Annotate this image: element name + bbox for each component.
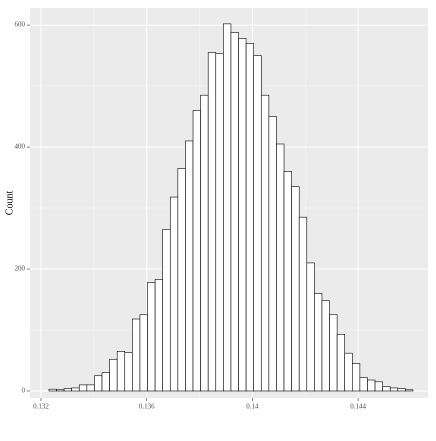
bar [367, 379, 376, 392]
bar [147, 282, 156, 392]
bar [306, 262, 315, 392]
bar [314, 293, 323, 392]
bar [238, 38, 247, 392]
bar [48, 388, 57, 392]
y-tick-label: 600 [15, 21, 26, 29]
bar [359, 377, 368, 392]
bar [253, 55, 262, 392]
bar [169, 196, 179, 392]
bar [162, 229, 171, 392]
bar [94, 375, 103, 392]
bar [230, 32, 239, 392]
bar [63, 388, 72, 392]
bar [374, 381, 383, 392]
bar [397, 388, 406, 392]
bar [382, 386, 391, 392]
y-tick-label: 400 [15, 143, 26, 151]
bar [268, 116, 277, 392]
bar [71, 387, 80, 392]
bar [260, 94, 270, 392]
bar [78, 384, 88, 392]
y-tick-label: 0 [22, 387, 26, 395]
bar [124, 352, 133, 392]
bar [207, 52, 217, 392]
bar [329, 314, 338, 392]
y-tick-label: 200 [15, 265, 26, 273]
bar [109, 358, 118, 392]
bar [139, 314, 148, 392]
bar [283, 171, 292, 392]
bar [389, 387, 399, 392]
bar [132, 318, 141, 392]
bar [185, 140, 194, 392]
bar [56, 389, 65, 392]
bar [291, 186, 300, 392]
x-tick-label: 0.132 [33, 403, 49, 411]
bar [344, 352, 353, 392]
bar [276, 143, 285, 392]
bar [192, 110, 201, 392]
bar [200, 94, 209, 392]
bar [215, 53, 224, 392]
bar [86, 384, 95, 392]
bar [351, 363, 361, 392]
bar [245, 43, 254, 392]
x-tick-label: 0.144 [350, 403, 366, 411]
bar [101, 372, 110, 392]
x-tick-label: 0.136 [139, 403, 155, 411]
bar [405, 389, 414, 392]
bar [336, 333, 346, 392]
bar [298, 216, 308, 392]
bar [321, 300, 330, 392]
bar [177, 168, 186, 392]
y-axis-label: Count [4, 191, 15, 216]
bar [154, 279, 163, 392]
bar [116, 351, 126, 392]
x-tick-label: 0.14 [246, 403, 259, 411]
bar [223, 23, 232, 392]
